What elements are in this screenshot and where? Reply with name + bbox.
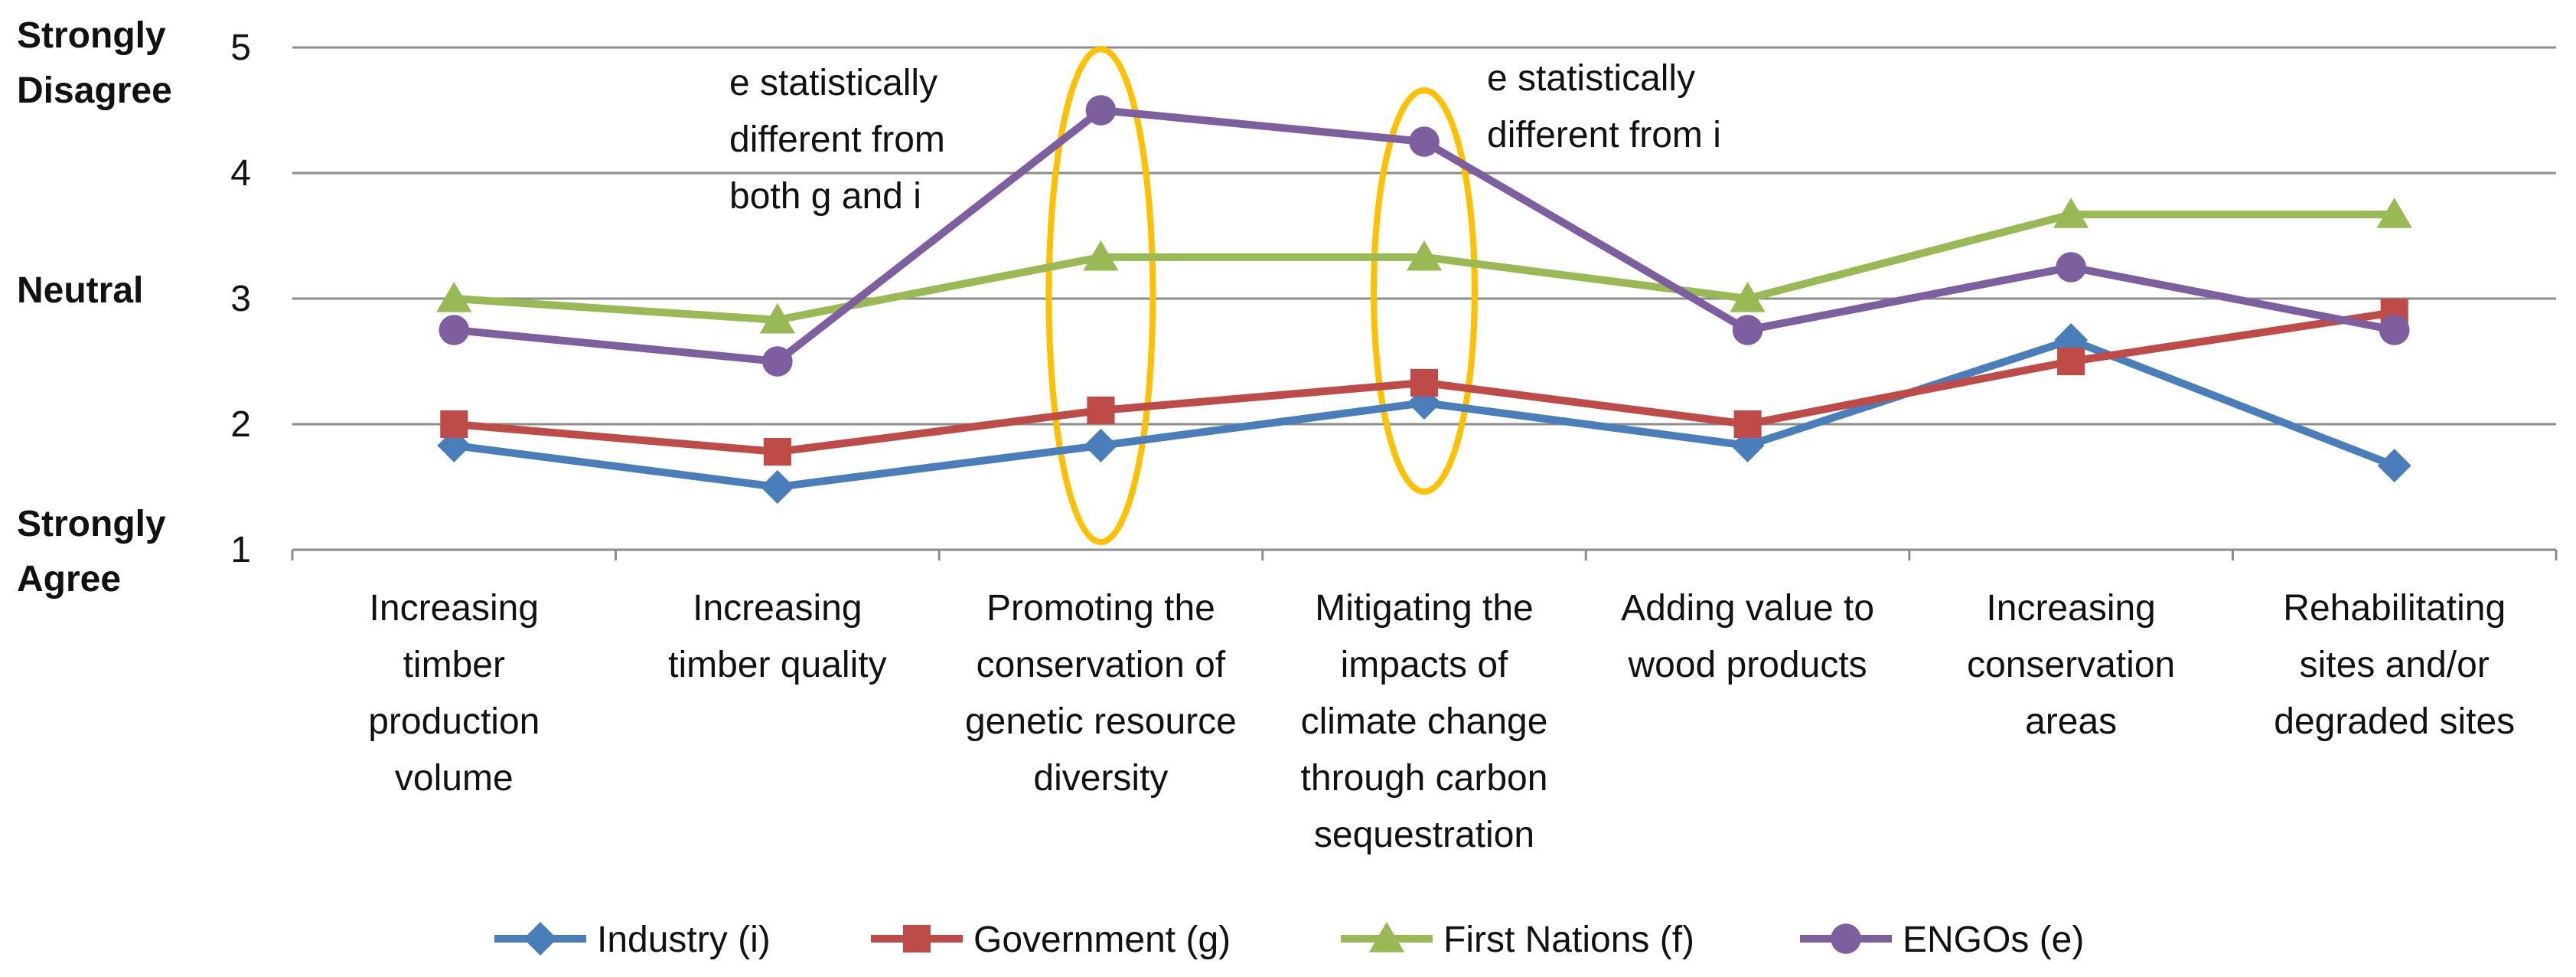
- data-point: [763, 438, 791, 466]
- x-category-label-line: sequestration: [1314, 815, 1534, 855]
- y-tick-label: 4: [230, 153, 251, 194]
- data-point: [2379, 315, 2410, 345]
- scale-label: Strongly Disagree: [17, 15, 172, 111]
- x-category-label-line: Rehabilitating: [2283, 588, 2506, 629]
- x-category-label: Adding value to wood products: [1621, 588, 1874, 685]
- data-point: [440, 410, 468, 439]
- highlight-ellipse: [1371, 87, 1478, 495]
- data-point: [1084, 428, 1118, 462]
- data-point: [2376, 198, 2412, 228]
- annotation-line: e statistically: [729, 63, 937, 103]
- x-category-label-line: timber quality: [668, 645, 886, 685]
- data-point: [1409, 126, 1440, 157]
- x-category-label-line: Mitigating the: [1315, 588, 1534, 629]
- data-point: [2377, 449, 2411, 483]
- legend-item: Government (g): [871, 920, 1231, 960]
- y-tick-label: 5: [230, 28, 251, 68]
- x-category-label-line: Increasing: [1986, 588, 2155, 629]
- annotation-line: different from i: [1487, 115, 1721, 155]
- annotation-line: different from: [729, 119, 945, 160]
- x-category-label-line: areas: [2025, 701, 2117, 742]
- x-category-label-line: diversity: [1033, 758, 1168, 799]
- x-category-label-line: degraded sites: [2274, 701, 2515, 742]
- x-category-label-line: production: [368, 701, 540, 742]
- legend-item: Industry (i): [494, 920, 771, 960]
- scale-label: Strongly Agree: [17, 504, 166, 600]
- legend-item: ENGOs (e): [1800, 920, 2084, 960]
- legend-marker: [1831, 923, 1861, 954]
- scale-label-line: Agree: [17, 559, 121, 600]
- data-point: [2053, 198, 2089, 228]
- legend-label: ENGOs (e): [1903, 920, 2084, 960]
- data-point: [1087, 396, 1115, 424]
- data-point: [1733, 410, 1762, 439]
- legend-marker: [902, 924, 931, 953]
- highlight-ellipse: [1045, 46, 1156, 545]
- x-category-label: Increasing timber production volume: [368, 588, 540, 799]
- series-engos: [439, 95, 2410, 377]
- legend-item: First Nations (f): [1341, 920, 1694, 960]
- data-point: [1732, 315, 1763, 345]
- annotation: e statistically different from i: [1487, 58, 1721, 155]
- x-category-label-line: through carbon: [1301, 758, 1548, 799]
- x-category-label-line: Adding value to: [1621, 588, 1874, 629]
- data-point: [439, 315, 470, 345]
- data-point: [1083, 240, 1119, 271]
- legend-marker: [1368, 922, 1405, 952]
- x-category-label: Increasing timber quality: [668, 588, 886, 685]
- x-category-label-line: volume: [395, 758, 514, 799]
- scale-label-line: Neutral: [17, 270, 143, 311]
- x-category-label: Mitigating the impacts of climate change th…: [1301, 588, 1548, 855]
- annotation-line: e statistically: [1487, 58, 1695, 99]
- data-point: [2056, 252, 2086, 283]
- x-category-label-line: Promoting the: [986, 588, 1215, 629]
- x-category-label-line: conservation of: [977, 645, 1226, 685]
- x-category-label-line: timber: [403, 645, 505, 685]
- data-point: [1406, 240, 1443, 271]
- x-category-label-line: Increasing: [693, 588, 862, 629]
- annotation: e statistically different from both g and …: [729, 63, 945, 217]
- x-category-label-line: Increasing: [370, 588, 539, 629]
- x-category-label: Rehabilitating sites and/or degraded sites: [2274, 588, 2515, 742]
- data-point: [2057, 347, 2085, 376]
- series-first: [436, 198, 2412, 334]
- y-tick-label: 2: [230, 404, 251, 445]
- legend-label: First Nations (f): [1443, 920, 1694, 960]
- legend-label: Government (g): [973, 920, 1231, 960]
- x-category-label: Promoting the conservation of genetic reso…: [965, 588, 1237, 799]
- x-category-label-line: impacts of: [1341, 645, 1508, 685]
- y-tick-label: 1: [230, 530, 251, 570]
- data-point: [759, 302, 795, 334]
- scale-label: Neutral: [17, 270, 143, 311]
- data-point: [1410, 368, 1439, 397]
- series-industry: [437, 323, 2411, 504]
- legend-label: Industry (i): [597, 920, 771, 960]
- data-point: [762, 346, 793, 377]
- data-point: [1085, 95, 1117, 126]
- data-point: [1730, 282, 1766, 312]
- scale-label-line: Disagree: [17, 70, 172, 111]
- x-category-label-line: genetic resource: [965, 701, 1237, 742]
- legend-marker: [523, 922, 557, 956]
- data-point: [760, 470, 794, 504]
- x-category-label-line: climate change: [1301, 701, 1548, 742]
- data-point: [436, 282, 472, 312]
- x-category-label-line: wood products: [1627, 645, 1867, 685]
- x-category-label-line: sites and/or: [2300, 645, 2490, 685]
- series-government: [440, 299, 2408, 466]
- x-category-label-line: conservation: [1967, 645, 2175, 685]
- y-tick-label: 3: [230, 279, 251, 319]
- x-category-label: Increasing conservation areas: [1967, 588, 2175, 742]
- scale-label-line: Strongly: [17, 504, 166, 544]
- annotation-line: both g and i: [729, 176, 921, 217]
- scale-label-line: Strongly: [17, 15, 166, 56]
